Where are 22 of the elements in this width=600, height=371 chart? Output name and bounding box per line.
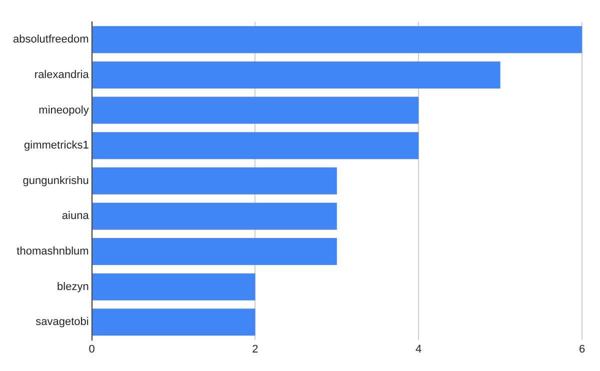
- y-tick-label: mineopoly: [38, 104, 90, 116]
- bar: [92, 132, 419, 160]
- y-tick-label: absolutfreedom: [12, 34, 89, 46]
- bar: [92, 273, 256, 300]
- x-tick-label: 4: [416, 343, 422, 356]
- x-tick-label: 6: [578, 343, 586, 356]
- bar: [92, 61, 500, 88]
- bar: [92, 202, 337, 230]
- bar: [92, 167, 337, 194]
- y-tick-label: ralexandria: [34, 69, 90, 81]
- y-tick-label: aiuna: [62, 210, 90, 222]
- y-tick-label: savagetobi: [36, 316, 89, 328]
- y-tick-label: blezyn: [57, 280, 89, 293]
- bar: [92, 238, 337, 266]
- y-tick-label: thomashnblum: [16, 246, 89, 258]
- bar: [92, 96, 419, 124]
- bar: [92, 26, 582, 54]
- x-tick-label: 0: [88, 343, 95, 356]
- y-tick-label: gimmetricks1: [24, 140, 89, 152]
- x-tick-label: 2: [252, 343, 258, 356]
- bar: [92, 308, 256, 336]
- y-tick-label: gungunkrishu: [22, 174, 89, 187]
